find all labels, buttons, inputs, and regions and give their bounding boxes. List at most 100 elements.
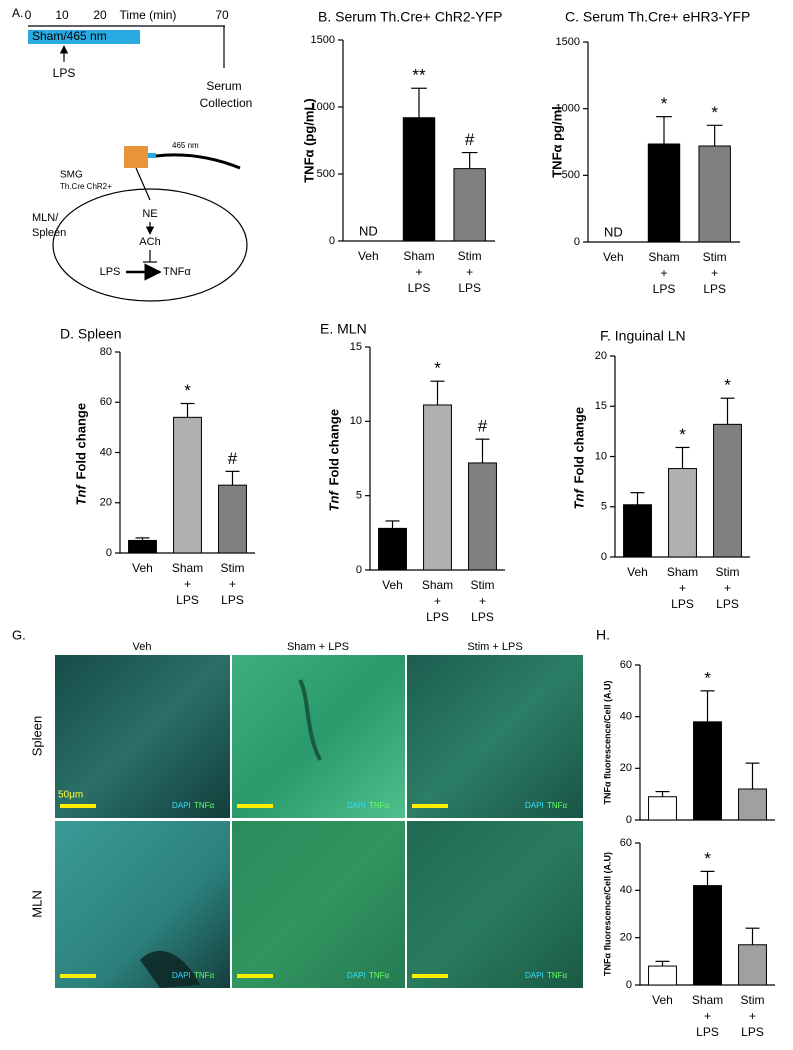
bar [453,168,486,242]
chart: F. Inguinal LN Tnf Fold change 0 5 10 15 20 Veh *… [571,328,750,611]
stain-label: DAPI [347,801,366,810]
x-tick-label: Sham [692,993,723,1007]
y-tick-label: 40 [100,446,112,458]
micrograph [407,655,583,818]
x-tick-label: Veh [358,249,379,263]
significance: # [465,130,475,149]
chart-title: D. Spleen [60,326,121,342]
y-axis-label: TNFα (pg/mL) [301,98,316,183]
lps-inner: LPS [100,266,121,278]
panel-label: G. [12,627,26,642]
column-title: Sham + LPS [287,641,349,653]
stain-label: TNFα [194,971,215,980]
chart: H. TNFα fluorescence/Cell (A.U) 0 20 40 60 * [596,627,775,826]
micrograph [232,821,405,988]
significance: # [478,417,488,436]
significance: * [661,94,668,113]
time-tick: 0 [25,8,32,22]
x-tick-label: Sham [422,578,453,592]
stain-label: TNFα [547,801,568,810]
chart: E. MLN Tnf Fold change 0 5 10 15 Veh * Sham + LPS # S… [320,321,505,624]
stain-label: TNFα [547,971,568,980]
bar [468,462,497,571]
ganglion [124,146,148,168]
x-tick-label: + [679,581,686,595]
y-tick-label: 10 [595,450,607,462]
column-title: Stim + LPS [467,641,522,653]
x-tick-label: LPS [221,593,244,607]
y-tick-label: 500 [562,169,580,181]
y-tick-label: 60 [100,396,112,408]
y-axis-label: TNFα fluorescence/Cell (A.U) [602,852,612,976]
significance: * [711,103,718,122]
micrographs: G. Veh Sham + LPS Stim + LPS Spleen MLN … [12,627,583,988]
x-tick-label: + [479,594,486,608]
stim-bar [28,30,140,44]
y-tick-label: 20 [595,350,607,362]
x-tick-label: Sham [172,561,203,575]
chart-title: H. [596,627,610,643]
significance: ND [604,224,623,239]
micrograph [407,821,583,988]
time-tick: 20 [93,8,107,22]
bar [738,788,767,821]
y-tick-label: 500 [317,168,335,180]
y-tick-label: 0 [626,979,632,991]
x-tick-label: LPS [716,597,739,611]
significance: ** [412,66,426,85]
y-tick-label: 80 [100,346,112,358]
bar [693,885,722,986]
stim-label: Sham/465 nm [32,29,107,43]
bar [423,404,452,571]
x-tick-label: Stim [741,993,765,1007]
bar [698,145,731,243]
y-tick-label: 1500 [311,34,335,46]
bar [693,721,722,821]
stain-label: TNFα [369,801,390,810]
x-tick-label: LPS [176,593,199,607]
micrograph [232,655,405,818]
x-tick-label: Veh [132,561,153,575]
x-tick-label: LPS [671,597,694,611]
y-tick-label: 0 [106,547,112,559]
chart-title: F. Inguinal LN [600,328,686,344]
x-tick-label: + [434,594,441,608]
ganglion-label: SMG [60,170,83,181]
x-tick-label: + [184,577,191,591]
y-tick-label: 5 [356,490,362,502]
y-tick-label: 40 [620,884,632,896]
bar [647,143,681,243]
x-tick-label: Sham [403,249,434,263]
optic-fiber [155,153,241,170]
y-tick-label: 0 [329,235,335,247]
x-tick-label: Stim [221,561,245,575]
y-tick-label: 0 [626,814,632,826]
diagram: A. Time (min) Sham/465 nm LPS Serum Coll… [12,6,252,302]
bar [648,965,677,986]
y-axis-label: Fold change [326,409,341,486]
nerve [135,167,151,201]
chart-title: E. MLN [320,321,367,337]
x-tick-label: LPS [703,282,726,296]
x-tick-label: + [466,265,473,279]
stain-label: DAPI [172,971,191,980]
y-axis-label: Fold change [571,407,586,484]
panel-label: A. [12,6,23,20]
y-tick-label: 1000 [311,101,335,113]
stain-label: DAPI [172,801,191,810]
scale-bar [237,974,273,978]
x-tick-label: + [660,266,667,280]
tissue-dark [140,950,200,988]
y-tick-label: 1000 [556,103,580,115]
bar [128,539,157,554]
y-tick-label: 20 [620,932,632,944]
chart: TNFα fluorescence/Cell (A.U) 0 20 40 60 Veh * S… [602,837,775,1039]
significance: * [704,849,711,868]
collection-label: Serum [206,79,241,93]
y-tick-label: 60 [620,837,632,849]
chart-title: C. Serum Th.Cre+ eHR3-YFP [565,9,750,25]
tnf-label: TNFα [163,266,191,278]
y-axis-label: TNFα pg/ml [549,106,564,178]
ach-label: ACh [139,236,160,248]
